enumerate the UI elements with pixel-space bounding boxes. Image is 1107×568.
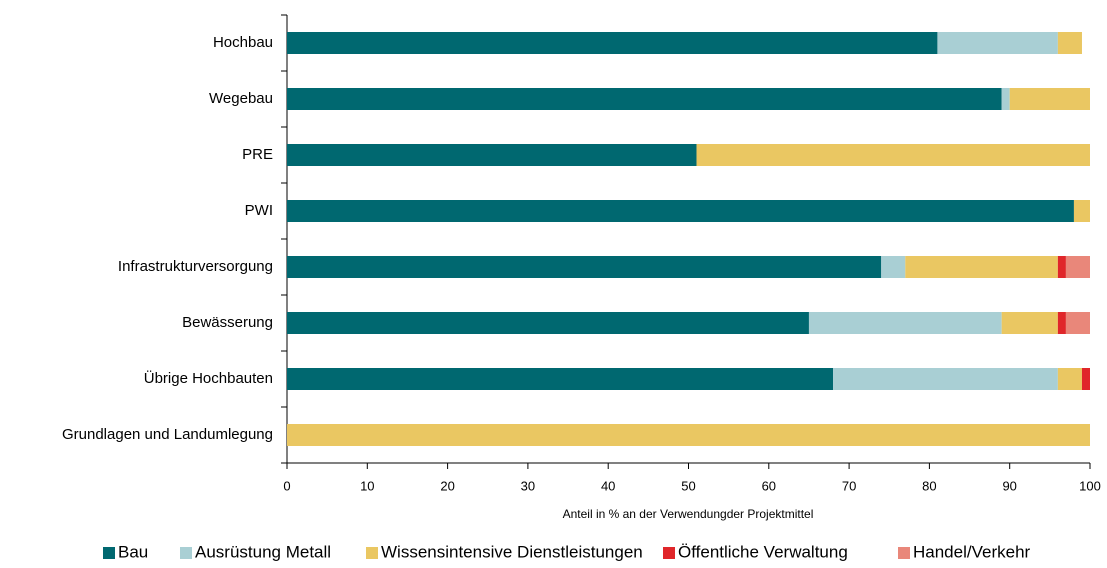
bar-segment: [937, 32, 1058, 54]
bar-segment: [1057, 32, 1082, 54]
legend-swatch: [898, 547, 910, 559]
x-axis-label: Anteil in % an der Verwendungder Projekt…: [563, 507, 814, 521]
x-tick-label: 60: [762, 478, 776, 493]
bar-segment: [287, 144, 697, 166]
x-tick-label: 50: [681, 478, 695, 493]
x-tick-label: 70: [842, 478, 856, 493]
bar-segment: [696, 144, 1090, 166]
y-tick-label: PRE: [242, 146, 273, 163]
x-tick-label: 0: [283, 478, 290, 493]
y-tick-label: PWI: [245, 202, 273, 219]
bar-segment: [1057, 256, 1066, 278]
legend-label: Wissensintensive Dienstleistungen: [381, 542, 643, 561]
bar-segment: [1057, 368, 1082, 390]
x-tick-label: 30: [521, 478, 535, 493]
legend-swatch: [103, 547, 115, 559]
y-tick-label: Infrastrukturversorgung: [118, 258, 273, 275]
bar-segment: [287, 32, 938, 54]
bar-segment: [1073, 200, 1090, 222]
x-tick-label: 80: [922, 478, 936, 493]
bar-segment: [881, 256, 906, 278]
legend-label: Handel/Verkehr: [913, 542, 1031, 561]
legend-label: Öffentliche Verwaltung: [678, 542, 848, 561]
bar-segment: [1057, 312, 1066, 334]
y-tick-label: Wegebau: [209, 90, 273, 107]
y-tick-label: Grundlagen und Landumlegung: [62, 426, 273, 443]
bar-segment: [905, 256, 1058, 278]
x-tick-label: 20: [440, 478, 454, 493]
x-tick-label: 100: [1079, 478, 1101, 493]
bar-segment: [1001, 312, 1058, 334]
y-tick-label: Hochbau: [213, 34, 273, 51]
bar-segment: [287, 200, 1074, 222]
bar-segment: [1001, 88, 1010, 110]
y-tick-label: Übrige Hochbauten: [144, 369, 273, 387]
legend-swatch: [366, 547, 378, 559]
legend-swatch: [663, 547, 675, 559]
bar-segment: [287, 424, 1090, 446]
bar-segment: [287, 312, 809, 334]
legend-label: Ausrüstung Metall: [195, 542, 331, 561]
bar-segment: [833, 368, 1058, 390]
legend-label: Bau: [118, 542, 148, 561]
bar-segment: [808, 312, 1002, 334]
x-tick-label: 10: [360, 478, 374, 493]
bar-segment: [1065, 312, 1090, 334]
bar-segment: [1065, 256, 1090, 278]
bar-segment: [1081, 368, 1090, 390]
bar-segment: [287, 88, 1002, 110]
legend-swatch: [180, 547, 192, 559]
x-tick-label: 90: [1002, 478, 1016, 493]
bar-segment: [287, 368, 834, 390]
bar-segment: [1009, 88, 1090, 110]
x-tick-label: 40: [601, 478, 615, 493]
bar-segment: [287, 256, 882, 278]
y-tick-label: Bewässerung: [182, 314, 273, 331]
